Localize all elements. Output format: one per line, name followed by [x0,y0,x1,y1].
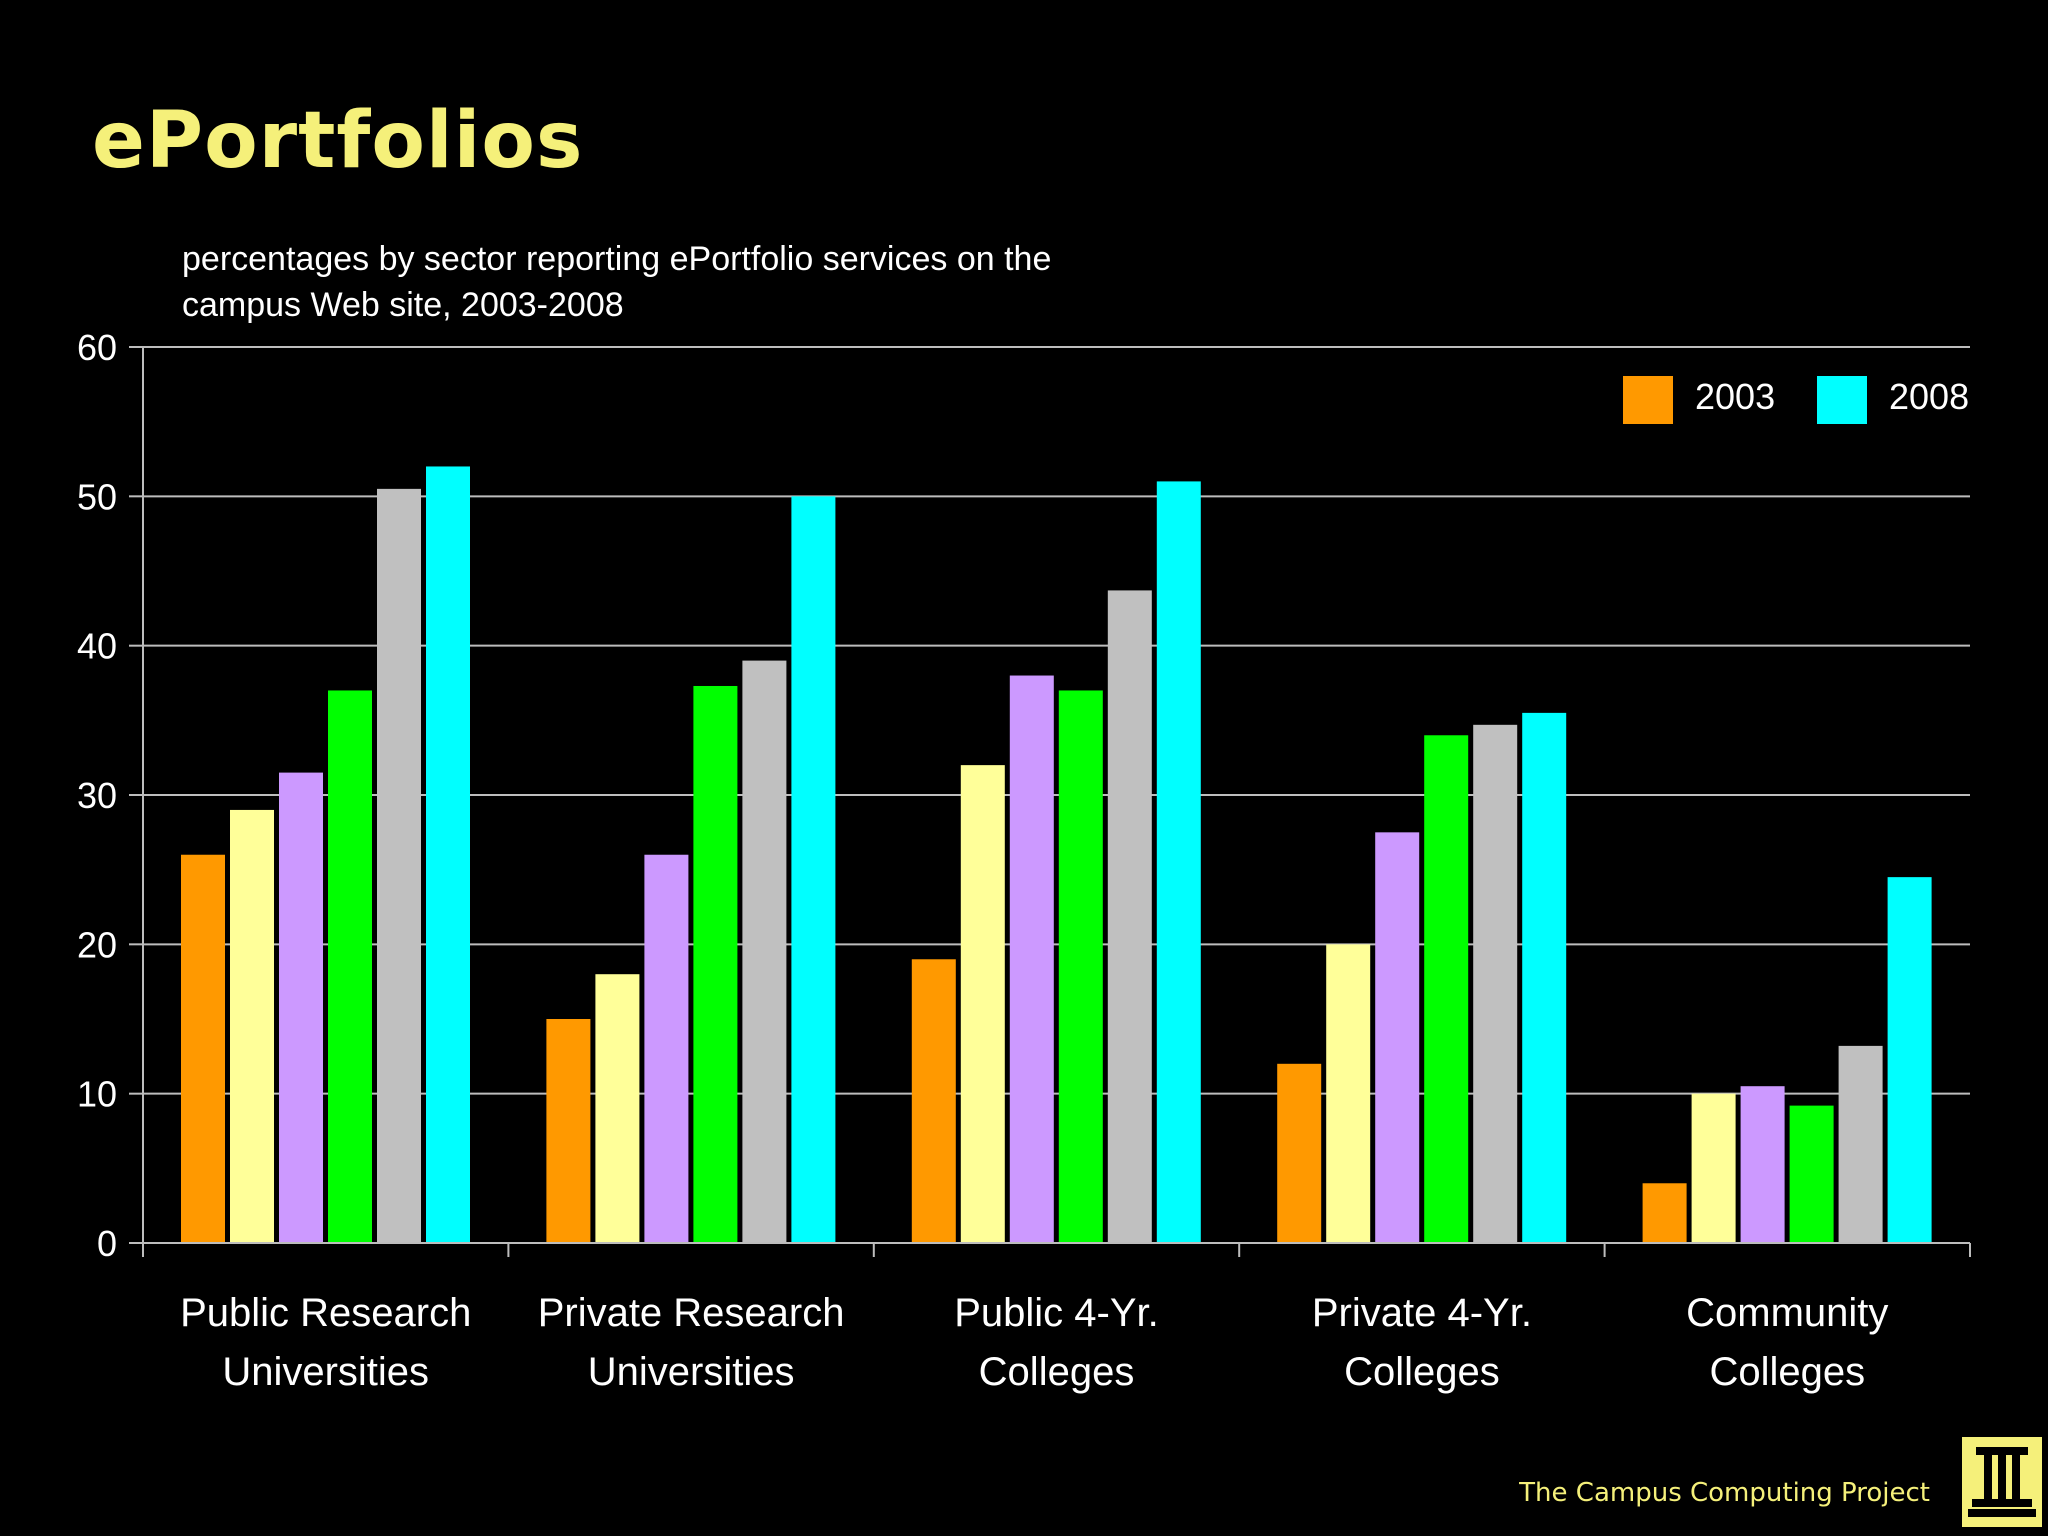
x-tick-label: Colleges [1709,1350,1865,1394]
x-tick-label: Colleges [1344,1350,1500,1394]
slide-title: ePortfolios [92,96,584,186]
legend: 2003 2008 [1623,376,1969,424]
bar [230,809,274,1243]
x-tick-label: Public Research [180,1291,471,1335]
y-tick-label: 30 [77,775,117,816]
y-tick-label: 20 [77,924,117,965]
bar [1473,724,1518,1243]
bar [1156,481,1201,1243]
chart-subtitle-line-2: campus Web site, 2003-2008 [182,286,624,324]
bar [1642,1183,1687,1243]
x-tick-label: Private Research [538,1291,845,1335]
bar [1887,877,1932,1243]
bar [1424,735,1469,1243]
bar [644,854,689,1243]
footer-credit: The Campus Computing Project [1519,1478,1930,1508]
bar [1838,1045,1883,1243]
y-tick-label: 50 [77,476,117,517]
chart-subtitle: percentages by sector reporting ePortfol… [182,236,1142,328]
bar [742,660,787,1243]
x-tick-label: Universities [588,1350,795,1394]
x-tick-label: Universities [222,1350,429,1394]
bar [791,496,836,1243]
legend-label-2003: 2003 [1695,376,1775,417]
x-tick-label: Community [1686,1291,1888,1335]
axes: 0 10 20 30 40 50 60 Public Research Universities… [77,327,1971,1394]
bar [1277,1063,1322,1243]
bar [911,959,956,1243]
y-tick-label: 0 [97,1223,117,1264]
x-tick-label: Public 4-Yr. [954,1291,1159,1335]
bar [1522,712,1567,1243]
y-tick-label: 60 [77,327,117,368]
bar [1375,832,1420,1243]
bar [546,1019,591,1243]
bar [1789,1105,1834,1243]
bar [377,488,421,1243]
legend-swatch-2008 [1817,376,1867,424]
x-tick-label: Colleges [979,1350,1135,1394]
bar [181,854,225,1243]
x-tick-label: Private 4-Yr. [1312,1291,1532,1335]
bar [426,466,470,1243]
bar [1009,675,1054,1243]
bar [328,690,372,1243]
y-tick-label: 40 [77,626,117,667]
bar [279,772,323,1243]
bar [1107,590,1152,1243]
bar [1691,1093,1736,1243]
legend-swatch-2003 [1623,376,1673,424]
y-tick-label: 10 [77,1074,117,1115]
legend-label-2008: 2008 [1889,376,1969,417]
chart-subtitle-line-1: percentages by sector reporting ePortfol… [182,240,1052,278]
bar [693,685,738,1243]
bar [595,974,640,1243]
bars [181,466,1932,1243]
bar [1740,1086,1785,1243]
bar [960,765,1005,1243]
bar [1326,944,1371,1243]
bar [1058,690,1103,1243]
campus-computing-project-logo-icon [1962,1437,2042,1527]
